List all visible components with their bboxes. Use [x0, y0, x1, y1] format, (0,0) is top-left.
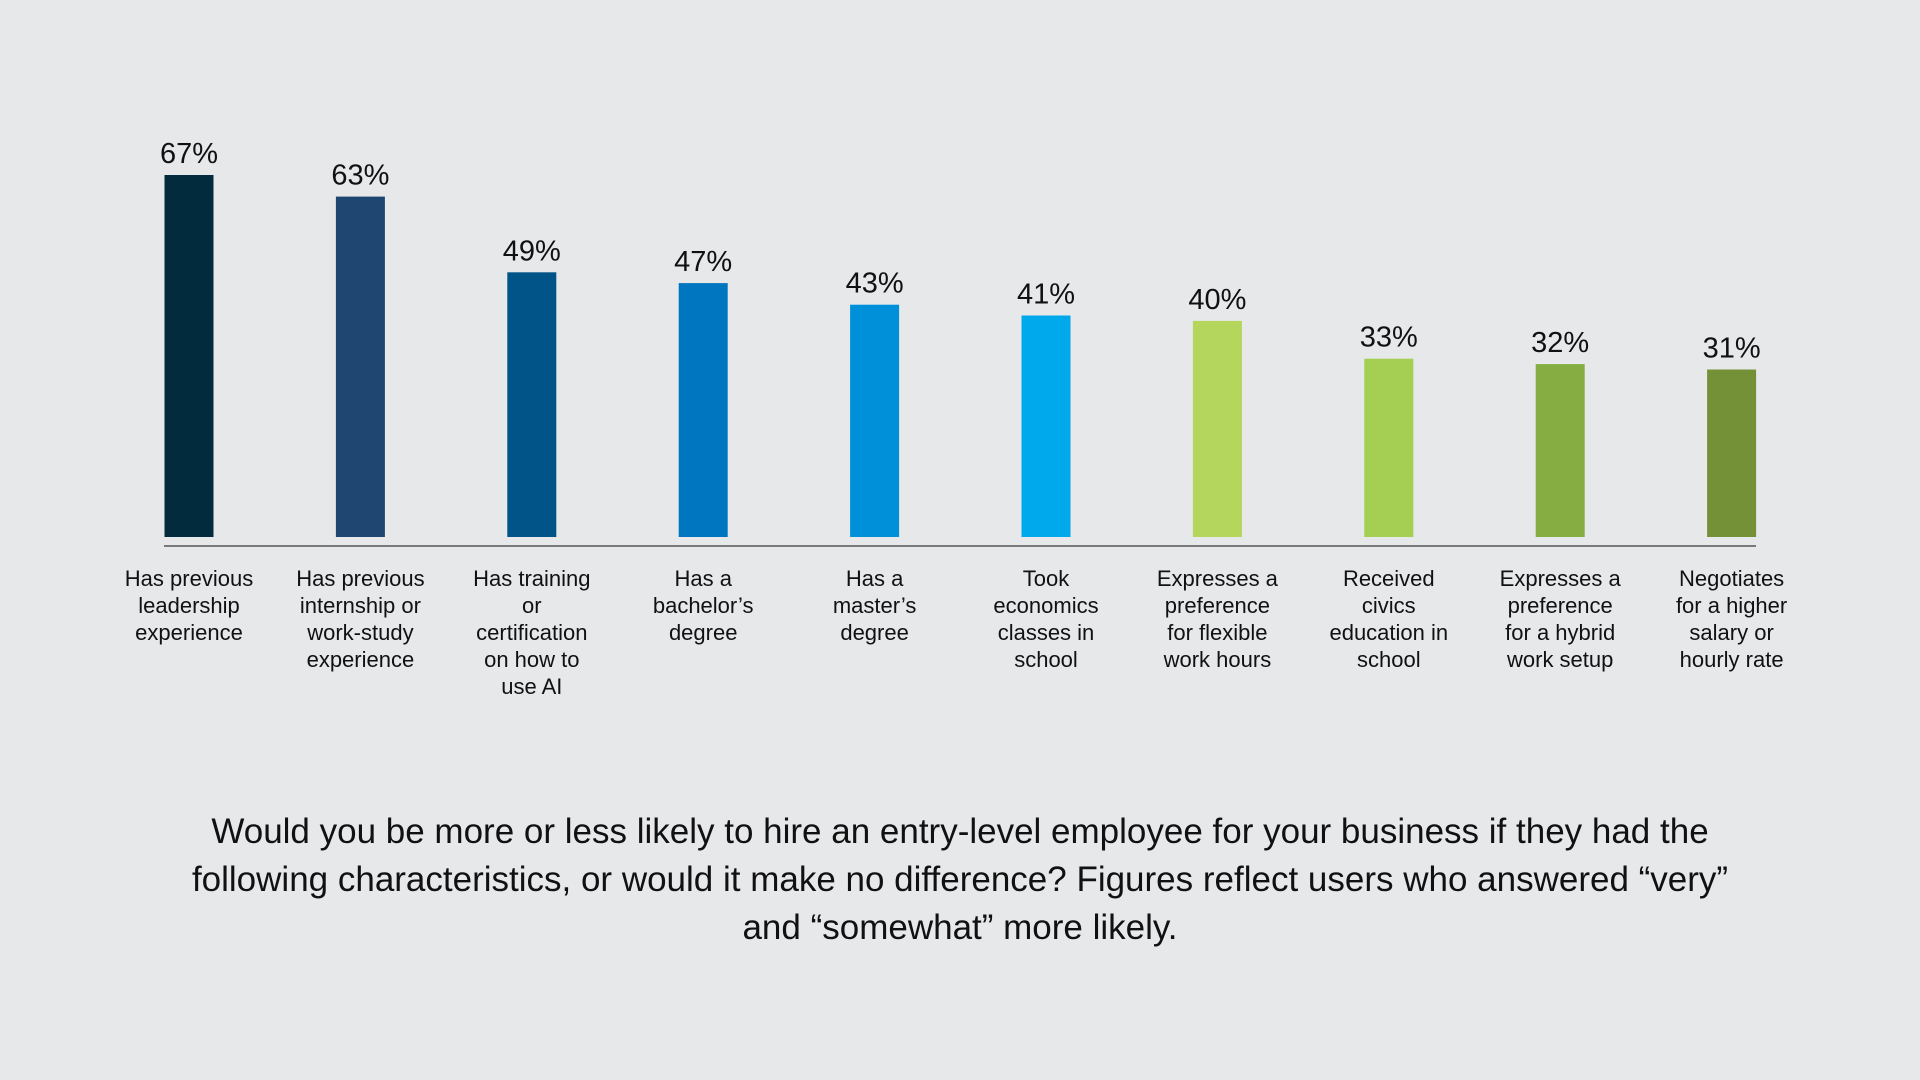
category-label-line: Has previous	[296, 566, 424, 591]
category-label-line: Expresses a	[1500, 566, 1622, 591]
bar-8	[1364, 358, 1414, 537]
category-label-line: on how to	[484, 647, 579, 672]
category-label-line: certification	[476, 620, 587, 645]
category-label-10: Negotiates for a higher salary or hourly ra…	[1676, 566, 1787, 672]
category-label-line: degree	[840, 620, 909, 645]
category-label-line: Negotiates	[1679, 566, 1784, 591]
category-label-line: salary or	[1689, 620, 1773, 645]
category-label-line: Received	[1343, 566, 1435, 591]
value-label-1: 67%	[160, 138, 218, 170]
category-label-line: for a hybrid	[1505, 620, 1615, 645]
bar-chart: 67% 63% 49% 47% 43% 41% 40% 33% 32% 31% Has previ…	[125, 138, 1787, 699]
category-label-5: Has a master’s degree	[833, 566, 917, 645]
category-label-line: leadership	[138, 593, 240, 618]
category-label-line: work-study	[306, 620, 413, 645]
bar-10	[1707, 369, 1757, 537]
category-label-line: work hours	[1163, 647, 1272, 672]
value-label-2: 63%	[331, 160, 389, 192]
value-label-7: 40%	[1188, 284, 1246, 316]
category-label-line: master’s	[833, 593, 917, 618]
value-label-9: 32%	[1531, 327, 1589, 359]
category-label-line: for flexible	[1167, 620, 1267, 645]
category-label-line: or	[522, 593, 542, 618]
category-label-line: economics	[993, 593, 1098, 618]
category-label-line: experience	[307, 647, 415, 672]
category-label-line: use AI	[501, 674, 562, 699]
bar-6	[1021, 315, 1071, 537]
value-label-5: 43%	[846, 268, 904, 300]
bars-group	[164, 175, 1757, 537]
category-label-line: Has a	[674, 566, 732, 591]
category-label-line: classes in	[998, 620, 1095, 645]
value-label-4: 47%	[674, 246, 732, 278]
category-label-line: preference	[1165, 593, 1270, 618]
value-label-8: 33%	[1360, 322, 1418, 354]
chart-caption: Would you be more or less likely to hire…	[191, 812, 1729, 947]
category-label-line: Has a	[846, 566, 904, 591]
bar-9	[1535, 364, 1585, 537]
category-label-line: internship or	[300, 593, 421, 618]
category-label-line: education in	[1329, 620, 1448, 645]
category-label-line: hourly rate	[1680, 647, 1784, 672]
category-label-4: Has a bachelor’s degree	[653, 566, 754, 645]
bar-3	[507, 272, 557, 537]
category-label-line: for a higher	[1676, 593, 1787, 618]
category-label-line: Has training	[473, 566, 590, 591]
category-label-8: Received civics education in school	[1329, 566, 1448, 672]
category-label-2: Has previous internship or work-study exper…	[296, 566, 424, 672]
bar-1	[164, 175, 214, 537]
category-label-1: Has previous leadership experience	[125, 566, 253, 645]
category-label-line: bachelor’s	[653, 593, 754, 618]
bar-5	[850, 304, 900, 537]
category-label-line: Has previous	[125, 566, 253, 591]
value-label-10: 31%	[1703, 333, 1761, 365]
category-label-line: degree	[669, 620, 738, 645]
bar-4	[678, 283, 728, 537]
category-label-line: work setup	[1506, 647, 1613, 672]
value-label-6: 41%	[1017, 279, 1075, 311]
category-label-3: Has training or certification on how to use …	[473, 566, 590, 699]
category-label-line: school	[1014, 647, 1078, 672]
category-label-line: school	[1357, 647, 1421, 672]
category-label-7: Expresses a preference for flexible work ho…	[1157, 566, 1279, 672]
bar-7	[1192, 320, 1242, 537]
bar-2	[335, 196, 385, 537]
category-label-line: civics	[1362, 593, 1416, 618]
category-label-line: experience	[135, 620, 243, 645]
value-label-3: 49%	[503, 235, 561, 267]
category-label-line: preference	[1508, 593, 1613, 618]
value-labels-group: 67% 63% 49% 47% 43% 41% 40% 33% 32% 31%	[160, 138, 1761, 365]
category-label-6: Took economics classes in school	[993, 566, 1098, 672]
category-label-line: Expresses a	[1157, 566, 1279, 591]
category-label-9: Expresses a preference for a hybrid work se…	[1500, 566, 1622, 672]
category-label-line: Took	[1023, 566, 1070, 591]
